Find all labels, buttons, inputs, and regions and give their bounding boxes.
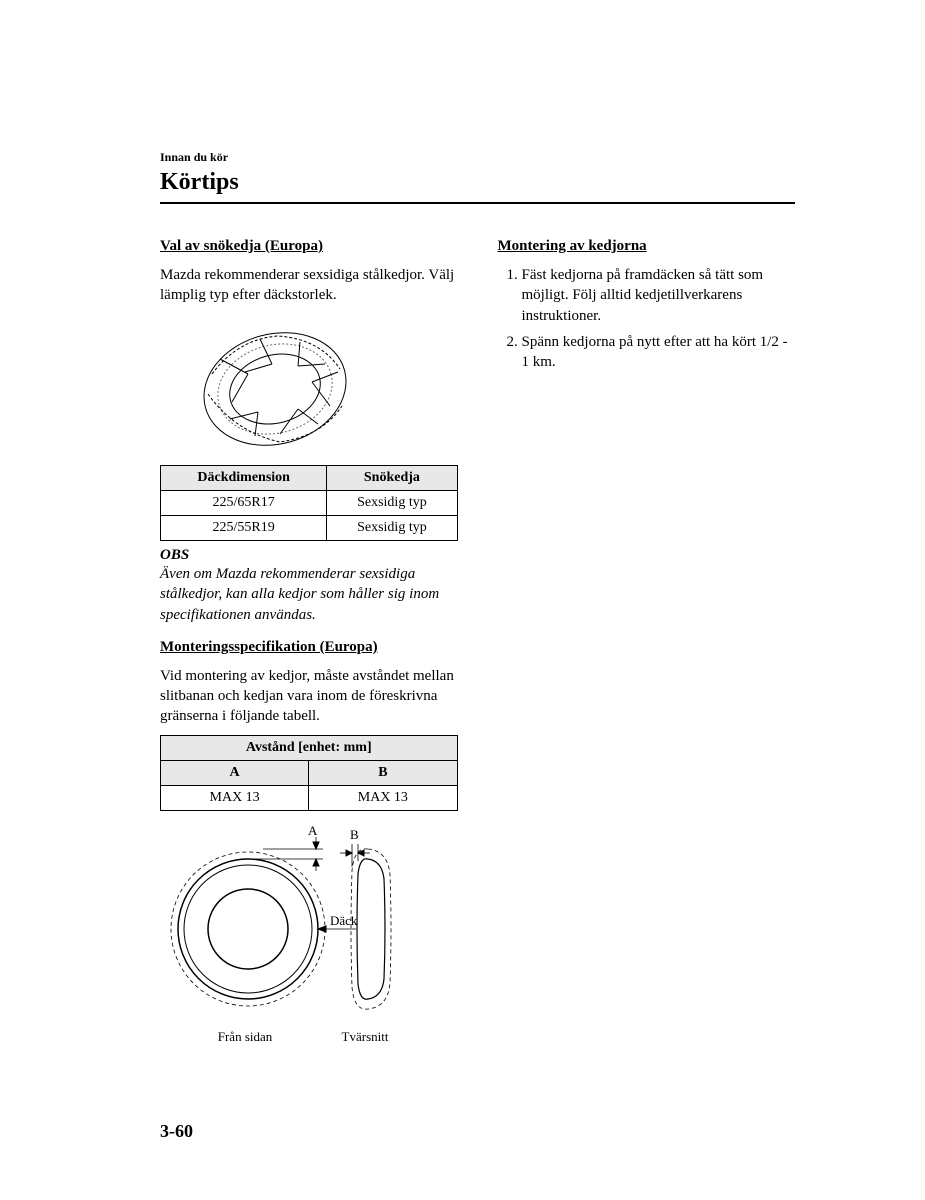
table-cell: MAX 13 [309,785,457,810]
table-subheader-a: A [161,760,309,785]
section-heading-mounting-spec: Monteringsspecifikation (Europa) [160,639,458,656]
figure-caption-row: Från sidan Tvärsnitt [170,1029,458,1045]
table-row: 225/65R17 Sexsidig typ [161,490,458,515]
left-column: Val av snökedja (Europa) Mazda rekommend… [160,238,458,1045]
table-header-distance: Avstånd [enhet: mm] [161,735,458,760]
table-row: 225/55R19 Sexsidig typ [161,515,458,540]
section-heading-install: Montering av kedjorna [498,238,796,255]
table-header-chain: Snökedja [327,465,457,490]
page-content: Innan du kör Körtips Val av snökedja (Eu… [0,0,925,1200]
page-number: 3-60 [160,1121,193,1142]
header-pretext: Innan du kör [160,150,795,165]
obs-label: OBS [160,547,458,564]
table-cell: 225/65R17 [161,490,327,515]
diagram-label-dack: Däck [330,913,358,928]
obs-text: Även om Mazda rekommenderar sexsidiga st… [160,564,458,625]
list-item: Fäst kedjorna på framdäcken så tätt som … [522,265,796,326]
table-row: Avstånd [enhet: mm] [161,735,458,760]
table-row: MAX 13 MAX 13 [161,785,458,810]
snow-chain-figure [190,314,360,459]
header-title: Körtips [160,169,795,196]
tire-diagram-figure: A B Däck [168,819,428,1029]
list-item: Spänn kedjorna på nytt efter att ha kört… [522,332,796,373]
body-text-mounting-spec: Vid montering av kedjor, måste avståndet… [160,666,458,727]
diagram-label-a: A [308,823,318,838]
distance-table: Avstånd [enhet: mm] A B MAX 13 MAX 13 [160,735,458,812]
diagram-label-b: B [350,827,359,842]
table-subheader-b: B [309,760,457,785]
section-heading-snow-chain: Val av snökedja (Europa) [160,238,458,255]
caption-cross-section: Tvärsnitt [320,1029,410,1045]
table-cell: 225/55R19 [161,515,327,540]
table-cell: Sexsidig typ [327,490,457,515]
install-steps-list: Fäst kedjorna på framdäcken så tätt som … [498,265,796,372]
caption-side-view: Från sidan [170,1029,320,1045]
right-column: Montering av kedjorna Fäst kedjorna på f… [498,238,796,1045]
body-text-snow-chain: Mazda rekommenderar sexsidiga stålkedjor… [160,265,458,306]
table-row: Däckdimension Snökedja [161,465,458,490]
table-cell: Sexsidig typ [327,515,457,540]
table-row: A B [161,760,458,785]
table-header-dimension: Däckdimension [161,465,327,490]
two-column-layout: Val av snökedja (Europa) Mazda rekommend… [160,238,795,1045]
table-cell: MAX 13 [161,785,309,810]
header-rule [160,202,795,204]
tire-chain-table: Däckdimension Snökedja 225/65R17 Sexsidi… [160,465,458,542]
